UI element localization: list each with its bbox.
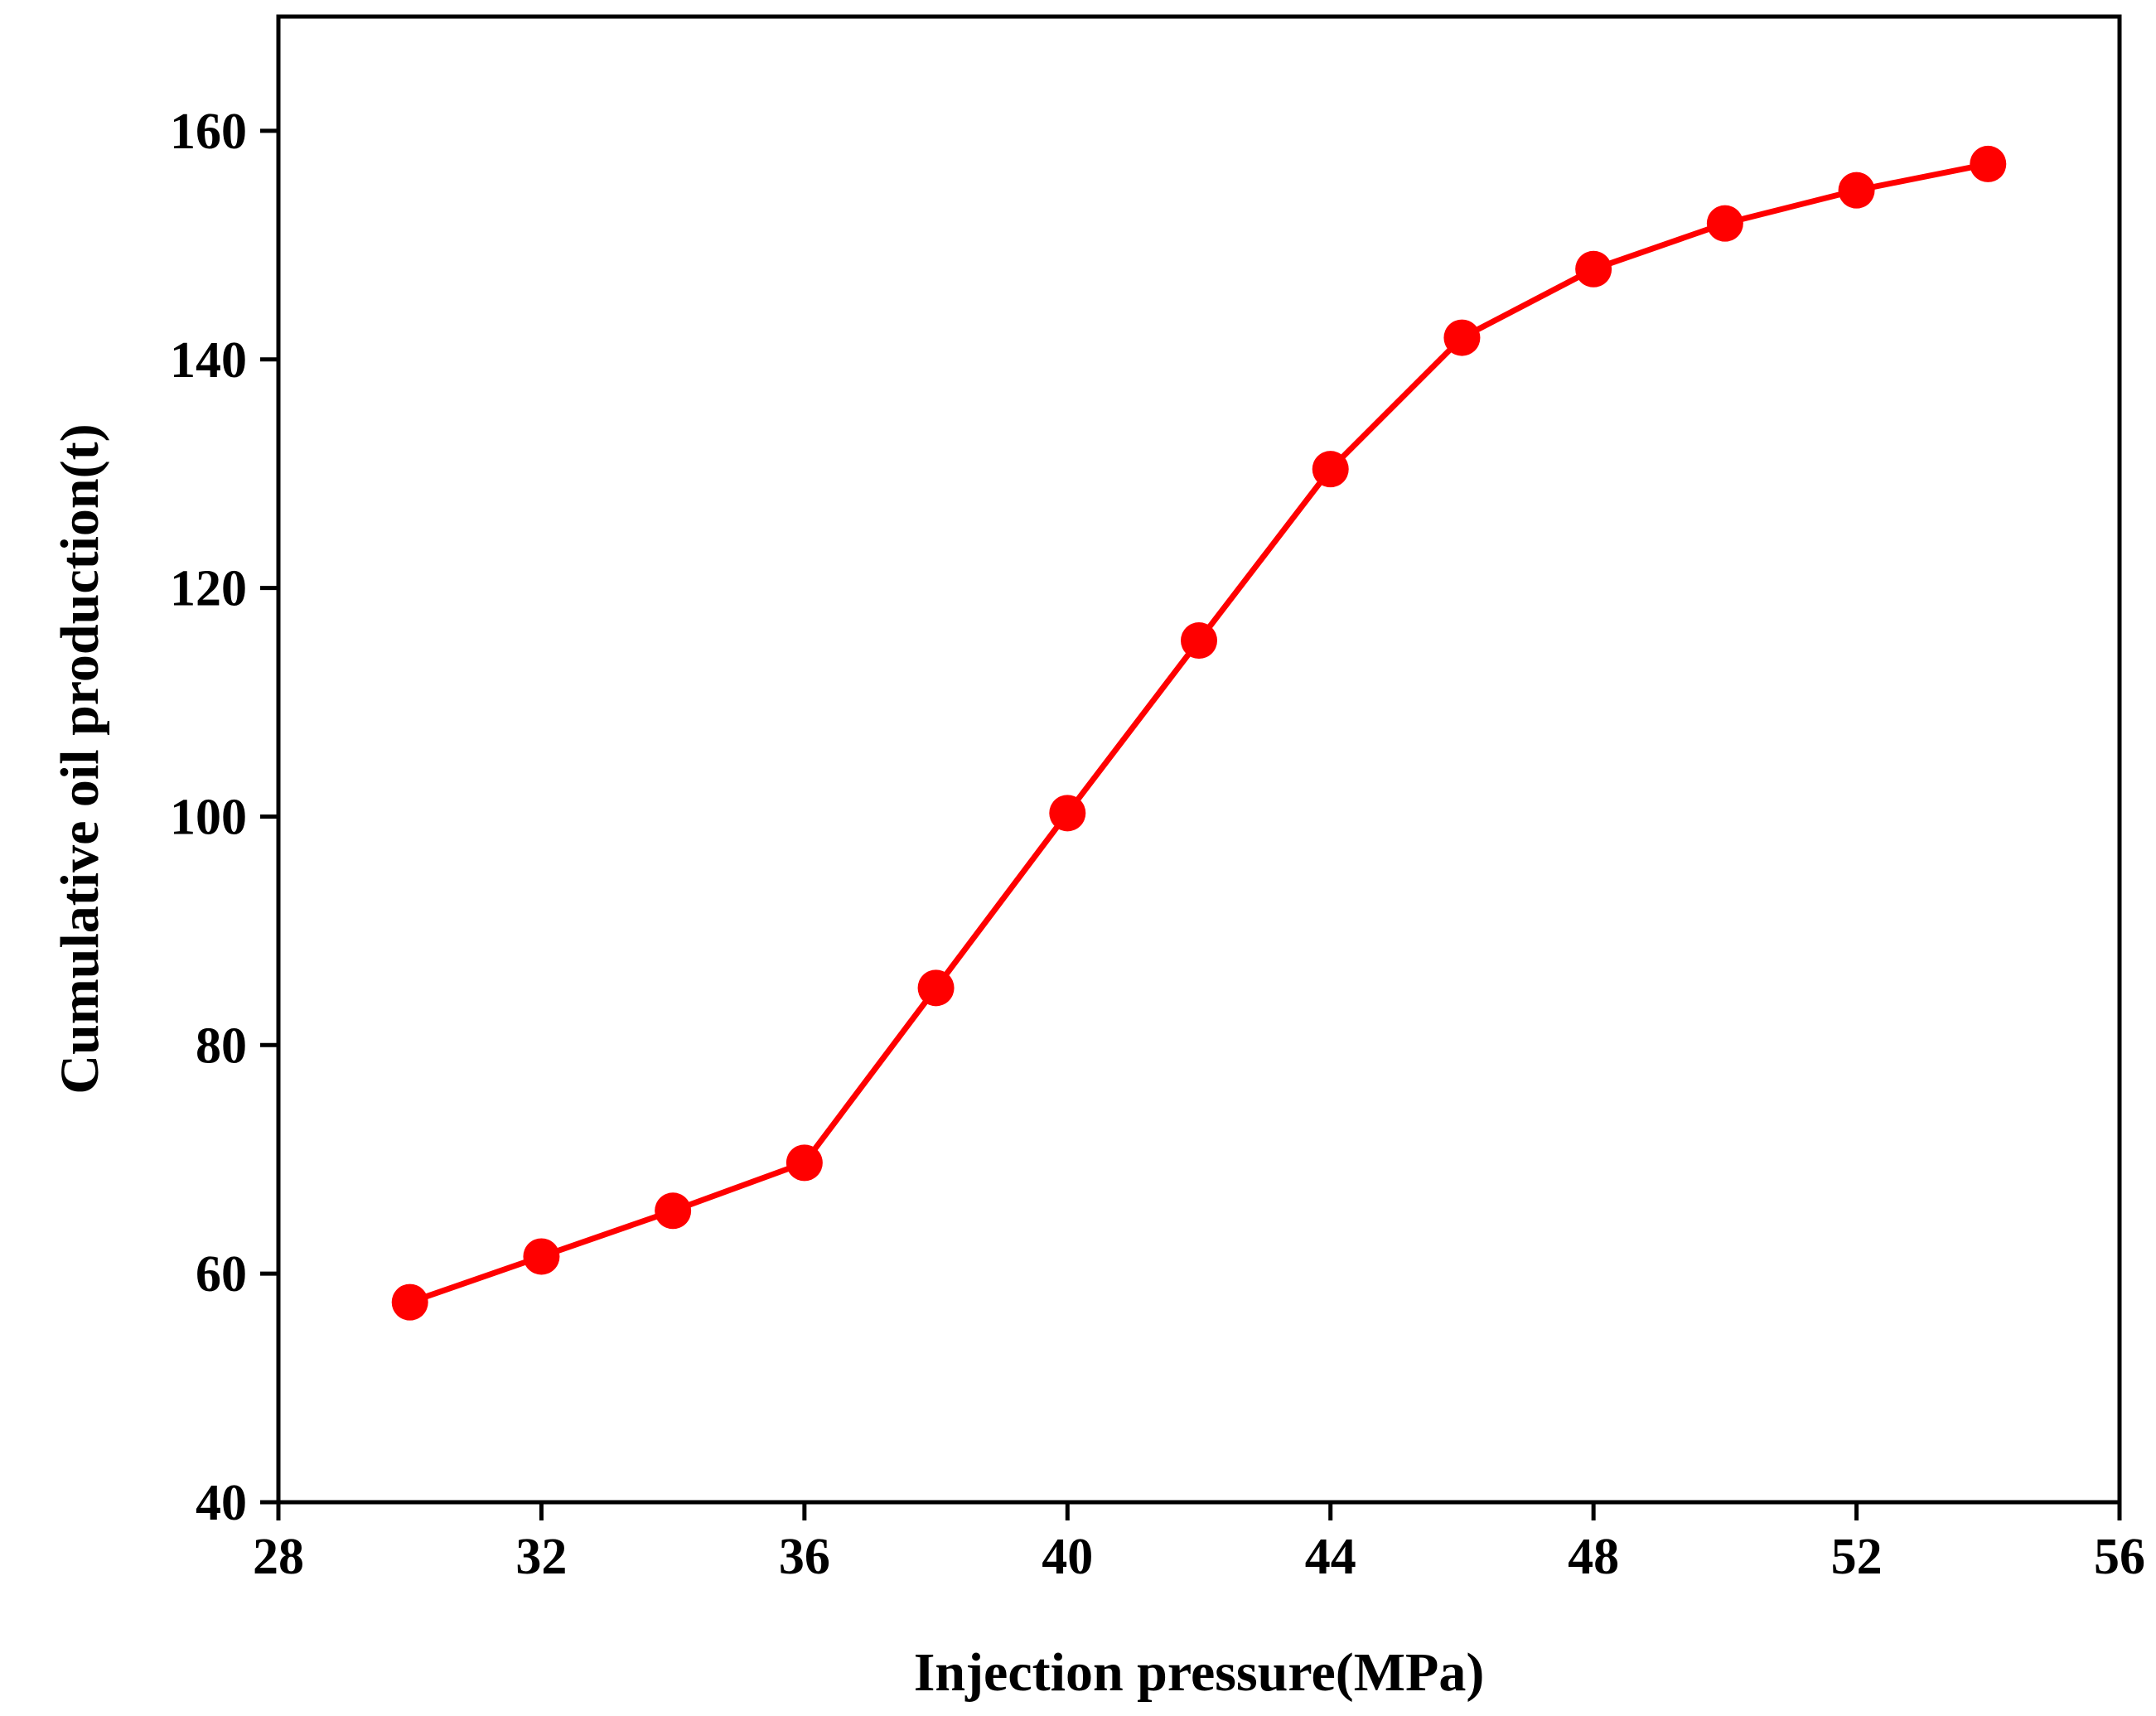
y-axis-title: Cumulative oil production(t) — [50, 423, 110, 1094]
x-tick-label: 44 — [1305, 1529, 1356, 1585]
x-tick-label: 56 — [2094, 1529, 2145, 1585]
y-axis: 40 60 80 100 120 140 160 — [170, 104, 278, 1531]
plot-frame — [276, 14, 2122, 1505]
x-tick-label: 40 — [1042, 1529, 1093, 1585]
x-tick-label: 52 — [1831, 1529, 1883, 1585]
data-point — [1706, 205, 1743, 242]
data-point — [1443, 319, 1481, 356]
x-axis-title: Injection pressure(MPa) — [914, 1642, 1485, 1703]
x-tick-label: 48 — [1568, 1529, 1619, 1585]
data-point — [917, 969, 955, 1007]
y-tick-label: 60 — [196, 1246, 247, 1303]
y-tick-label: 140 — [170, 332, 247, 389]
y-tick-label: 160 — [170, 104, 247, 160]
data-point — [655, 1192, 692, 1230]
x-tick-label: 36 — [779, 1529, 830, 1585]
data-point — [1312, 451, 1349, 488]
x-tick-label: 28 — [253, 1529, 304, 1585]
x-tick-label: 32 — [515, 1529, 567, 1585]
data-point — [786, 1144, 823, 1182]
data-point — [1838, 172, 1875, 209]
y-tick-label: 80 — [196, 1018, 247, 1074]
series-layer — [391, 145, 2007, 1321]
y-tick-label: 40 — [196, 1475, 247, 1531]
data-point — [1049, 795, 1086, 832]
series-line — [408, 161, 1989, 1305]
y-tick-label: 100 — [170, 789, 247, 845]
data-point — [1181, 622, 1217, 660]
y-tick-label: 120 — [170, 561, 247, 617]
x-axis: 28 32 36 40 44 48 52 56 — [253, 1502, 2145, 1585]
data-point — [1575, 250, 1612, 288]
data-point — [523, 1238, 560, 1275]
data-point — [391, 1283, 428, 1321]
data-point — [1970, 145, 2007, 182]
